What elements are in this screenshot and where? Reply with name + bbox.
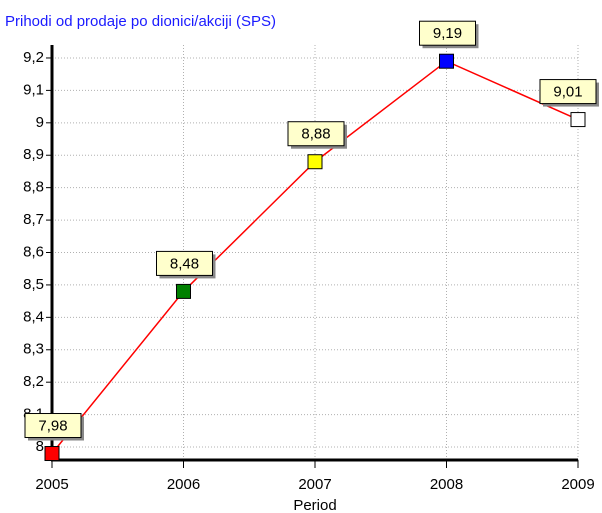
x-tick-label: 2009 xyxy=(561,476,594,493)
marker xyxy=(439,53,454,69)
label-box xyxy=(24,413,82,439)
y-tick-label: 8,4 xyxy=(23,308,44,325)
x-tick-label: 2007 xyxy=(298,476,331,493)
y-tick-label: 8,7 xyxy=(23,211,44,228)
y-tick-label: 8,9 xyxy=(23,146,44,163)
marker xyxy=(176,283,191,299)
marker xyxy=(44,446,60,462)
y-tick-label: 8,2 xyxy=(23,373,44,390)
label-box xyxy=(156,250,213,276)
y-tick-label: 9,1 xyxy=(23,81,44,98)
y-tick-label: 8,5 xyxy=(23,276,44,293)
marker xyxy=(307,154,323,170)
data-label: 9,01 xyxy=(553,84,582,101)
x-axis-label: Period xyxy=(293,497,336,513)
y-tick-label: 8 xyxy=(36,438,44,455)
label-box xyxy=(539,79,597,105)
label-box xyxy=(419,20,476,46)
y-tick-label: 9,2 xyxy=(23,49,44,66)
data-label: 7,98 xyxy=(38,417,67,434)
x-tick-label: 2008 xyxy=(430,476,463,493)
y-tick-label: 8,8 xyxy=(23,179,44,196)
label-box xyxy=(287,121,345,147)
y-tick-label: 9 xyxy=(36,114,44,131)
data-label: 8,88 xyxy=(301,126,330,143)
chart-title: Prihodi od prodaje po dionici/akciji (SP… xyxy=(5,13,276,30)
data-label: 8,48 xyxy=(170,255,199,272)
marker xyxy=(570,112,586,128)
x-tick-label: 2005 xyxy=(35,476,68,493)
y-tick-label: 8,6 xyxy=(23,243,44,260)
y-tick-label: 8,3 xyxy=(23,341,44,358)
data-label: 9,19 xyxy=(433,25,462,42)
x-tick-label: 2006 xyxy=(167,476,200,493)
